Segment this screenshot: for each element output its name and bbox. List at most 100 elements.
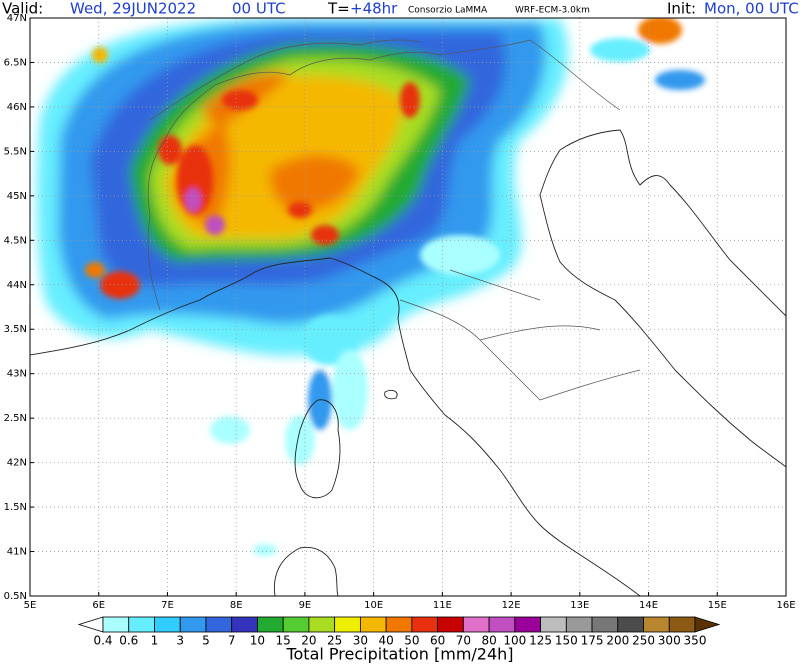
lat-label: 47N: [7, 13, 27, 24]
colorbar-under: [77, 616, 104, 633]
colorbar-box: [617, 616, 644, 633]
lead-label: T=: [327, 0, 350, 18]
colorbar-label: 350: [684, 634, 707, 648]
colorbar-label: 60: [430, 634, 445, 648]
colorbar-label: 40: [378, 634, 393, 648]
colorbar-box: [591, 616, 619, 633]
colorbar-box: [282, 616, 310, 633]
lon-label: 13E: [570, 600, 589, 611]
lon-label: 10E: [364, 600, 383, 611]
colorbar-label: 200: [606, 634, 629, 648]
lat-label: 3.5N: [4, 324, 27, 335]
lon-label: 15E: [708, 600, 727, 611]
colorbar-box: [359, 616, 387, 633]
colorbar-box: [308, 616, 336, 633]
graticule: [30, 18, 786, 596]
lon-label: 12E: [502, 600, 521, 611]
colorbar-box: [643, 616, 670, 633]
valid-hour: 00 UTC: [232, 0, 286, 18]
colorbar-label: 25: [327, 634, 342, 648]
lat-label: 6.5N: [4, 57, 27, 68]
sardinia: [273, 546, 339, 596]
colorbar-box: [231, 616, 258, 633]
elba: [384, 389, 398, 400]
coastline-france: [30, 299, 201, 356]
colorbar-box: [154, 616, 181, 633]
lon-label: 5E: [24, 600, 37, 611]
lat-label: 46N: [7, 102, 27, 113]
colorbar-over: [694, 616, 721, 633]
lon-label: 14E: [639, 600, 658, 611]
colorbar-box: [385, 616, 413, 633]
lat-label: 5.5N: [4, 146, 27, 157]
colorbar-box: [257, 616, 284, 633]
colorbar-box: [179, 616, 207, 633]
init-time: Mon, 00 UTC: [704, 0, 799, 18]
header: Valid: Wed, 29JUN2022 00 UTC T= +48hr Co…: [2, 0, 799, 18]
colorbar-box: [462, 616, 490, 633]
colorbar-box: [334, 616, 361, 633]
colorbar-label: 300: [658, 634, 681, 648]
colorbar-box: [102, 616, 130, 633]
regional-border: [399, 269, 641, 401]
colorbar-label: 7: [228, 634, 236, 648]
colorbar-box: [540, 616, 567, 633]
colorbar-label: 70: [456, 634, 471, 648]
colorbar-label: 15: [276, 634, 291, 648]
map-frame: [29, 17, 787, 597]
colorbar-box: [437, 616, 464, 633]
lat-label: 1.5N: [4, 502, 27, 513]
colorbar-title: Total Precipitation [mm/24h]: [285, 645, 513, 664]
axis-labels: 47N 6.5N 46N 5.5N 45N 4.5N 44N 3.5N 43N 2.5N 42N 1.…: [4, 13, 796, 611]
lat-label: 2.5N: [4, 413, 27, 424]
lon-label: 16E: [776, 600, 795, 611]
colorbar-label: 30: [353, 634, 368, 648]
lat-label: 0.5N: [4, 591, 27, 602]
alpine-border: [147, 39, 621, 311]
source: Consorzio LaMMA: [408, 6, 488, 16]
valid-label: Valid:: [2, 0, 43, 18]
lat-label: 43N: [7, 369, 27, 380]
colorbar-box: [514, 616, 541, 633]
lon-label: 7E: [161, 600, 174, 611]
colorbar-box: [205, 616, 233, 633]
colorbar-label: 125: [529, 634, 552, 648]
lon-label: 6E: [92, 600, 105, 611]
colorbar-label: 3: [176, 634, 184, 648]
colorbar-label: 175: [581, 634, 604, 648]
geography: [30, 39, 786, 596]
lat-label: 44N: [7, 280, 27, 291]
colorbar-label: 0.6: [119, 634, 138, 648]
lat-label: 42N: [7, 458, 27, 469]
lat-label: 45N: [7, 191, 27, 202]
colorbar-label: 80: [481, 634, 496, 648]
valid-date: Wed, 29JUN2022: [70, 0, 196, 18]
colorbar-box: [488, 616, 516, 633]
lat-label: 41N: [7, 547, 27, 558]
lon-label: 11E: [433, 600, 452, 611]
colorbar-label: 10: [250, 634, 265, 648]
colorbar-label: 20: [301, 634, 316, 648]
coastline-adriatic-west: [539, 149, 786, 468]
swiss-border: [149, 39, 421, 121]
colorbar-label: 150: [555, 634, 578, 648]
colorbar-label: 50: [404, 634, 419, 648]
colorbar-box: [411, 616, 439, 633]
colorbar-label: 100: [503, 634, 526, 648]
corsica: [294, 399, 341, 499]
colorbar-box: [668, 616, 696, 633]
lon-label: 8E: [230, 600, 243, 611]
coastline-adriatic-east: [559, 129, 786, 317]
lead-time: +48hr: [350, 0, 398, 18]
lat-label: 4.5N: [4, 235, 27, 246]
precipitation-field: [36, 18, 705, 556]
colorbar-label: 5: [202, 634, 210, 648]
colorbar: 0.4 0.6 1 3 5 7 10 15 20 25 30 40 50 60 70 80 100 125 150 1…: [77, 616, 721, 648]
colorbar-box: [565, 616, 593, 633]
model: WRF-ECM-3.0km: [515, 6, 590, 16]
colorbar-label: 250: [632, 634, 655, 648]
colorbar-label: 1: [151, 634, 159, 648]
lon-label: 9E: [299, 600, 312, 611]
coastline-italy: [199, 257, 641, 596]
